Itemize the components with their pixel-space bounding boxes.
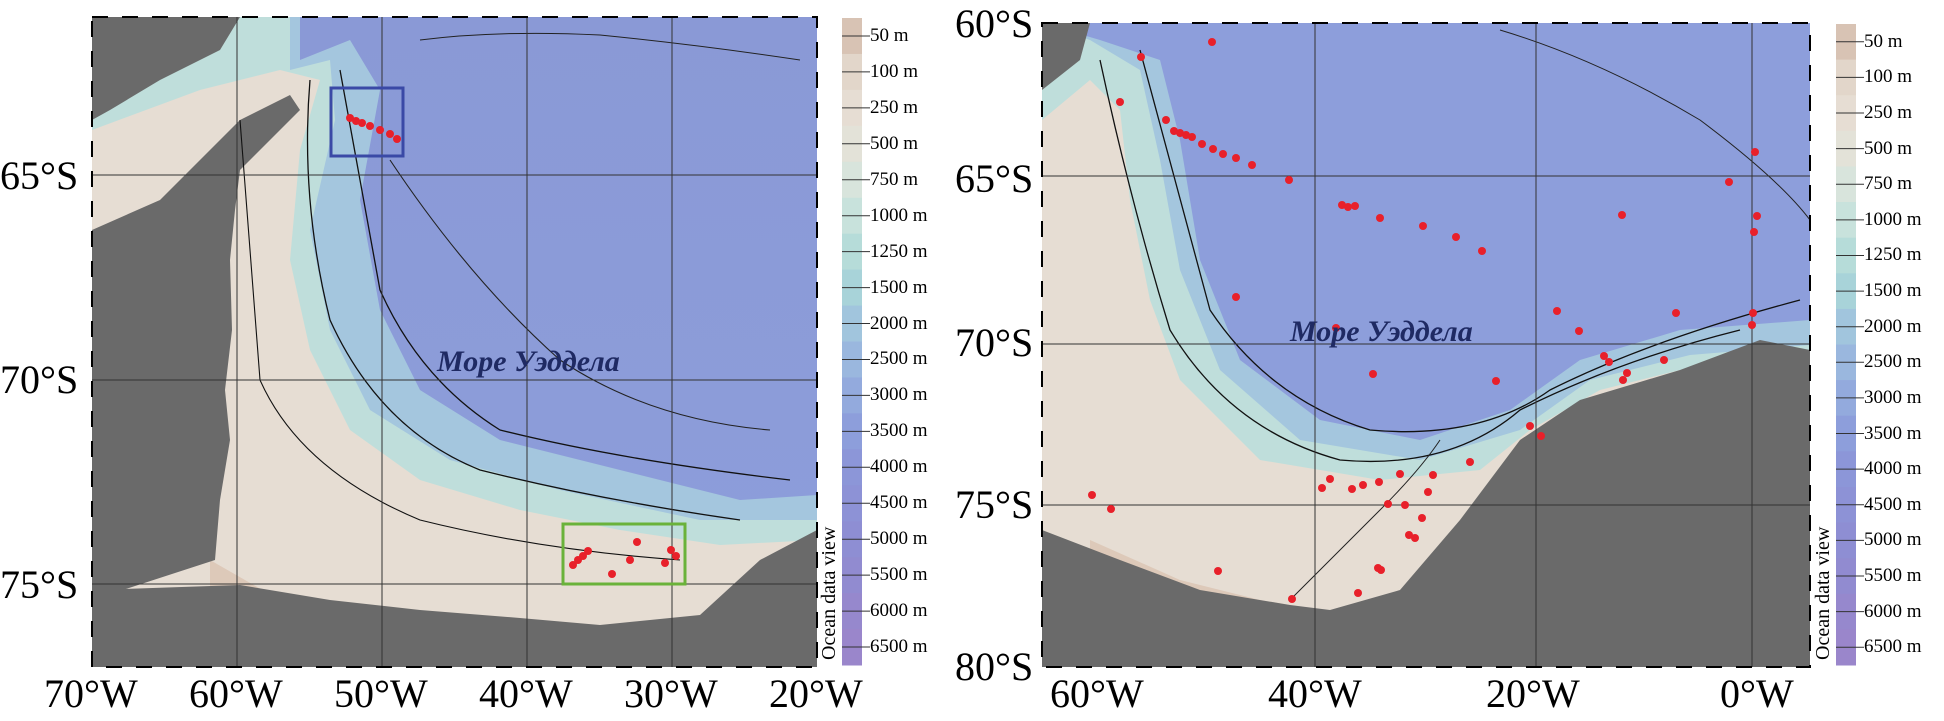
- right-colorbar-label-10: 3000 m: [1864, 386, 1922, 408]
- right-colorbar-label-1: 100 m: [1864, 66, 1913, 88]
- left-colorbar-label-6: 1250 m: [870, 240, 928, 262]
- left-colorbar-label-15: 5500 m: [870, 564, 928, 586]
- right-northern-land: [1042, 23, 1090, 90]
- right-antarctic-land: [1042, 340, 1810, 667]
- right-colorbar-label-2: 250 m: [1864, 102, 1913, 124]
- right-colorbar-label-11: 3500 m: [1864, 422, 1922, 444]
- right-colorbar-label-4: 750 m: [1864, 173, 1913, 195]
- left-colorbar-label-2: 250 m: [870, 96, 919, 118]
- right-colorbar-label-6: 1250 m: [1864, 244, 1922, 266]
- right-colorbar-label-12: 4000 m: [1864, 458, 1922, 480]
- left-lon-label-60w: 60°W: [189, 671, 283, 716]
- left-colorbar-label-8: 2000 m: [870, 312, 928, 334]
- right-colorbar-label-0: 50 m: [1864, 30, 1903, 52]
- right-colorbar-label-3: 500 m: [1864, 137, 1913, 159]
- left-colorbar-label-0: 50 m: [870, 24, 909, 46]
- right-sea-label: Море Уэддела: [1290, 315, 1473, 348]
- left-lat-label-75: 75°S: [0, 562, 79, 607]
- left-sea-label: Море Уэддела: [437, 345, 620, 378]
- right-lat-label-75: 75°S: [955, 482, 1034, 527]
- left-colorbar-label-11: 3500 m: [870, 420, 928, 442]
- right-lat-label-60: 60°S: [955, 1, 1034, 46]
- left-colorbar-label-10: 3000 m: [870, 384, 928, 406]
- left-colorbar: [842, 18, 870, 666]
- left-colorbar-label-4: 750 m: [870, 168, 919, 190]
- right-colorbar-label-9: 2500 m: [1864, 351, 1922, 373]
- left-antarctic-land: [92, 530, 817, 667]
- left-station-markers: [346, 114, 680, 578]
- right-lat-label-80: 80°S: [955, 644, 1034, 689]
- right-lat-label-65: 65°S: [955, 156, 1034, 201]
- left-lon-label-20w: 20°W: [769, 671, 863, 716]
- left-lat-label-70: 70°S: [0, 357, 79, 402]
- left-lat-label-65: 65°S: [0, 153, 79, 198]
- left-colorbar-title: Ocean data view: [818, 526, 840, 660]
- left-colorbar-label-5: 1000 m: [870, 204, 928, 226]
- left-colorbar-label-13: 4500 m: [870, 492, 928, 514]
- right-colorbar-label-5: 1000 m: [1864, 208, 1922, 230]
- right-colorbar-label-14: 5000 m: [1864, 529, 1922, 551]
- southern-study-box: [561, 522, 687, 586]
- left-lon-label-70w: 70°W: [44, 671, 138, 716]
- left-colorbar-label-3: 500 m: [870, 132, 919, 154]
- right-colorbar-label-17: 6500 m: [1864, 636, 1922, 658]
- left-colorbar-label-17: 6500 m: [870, 636, 928, 658]
- left-colorbar-label-14: 5000 m: [870, 528, 928, 550]
- right-lat-label-70: 70°S: [955, 320, 1034, 365]
- right-colorbar-label-8: 2000 m: [1864, 315, 1922, 337]
- left-colorbar-label-7: 1500 m: [870, 276, 928, 298]
- left-northern-coast: [92, 17, 240, 120]
- right-colorbar-label-16: 6000 m: [1864, 600, 1922, 622]
- right-colorbar-title: Ocean data view: [1812, 526, 1834, 660]
- left-antarctic-peninsula: [92, 95, 300, 600]
- northern-study-box: [329, 86, 405, 158]
- left-lon-label-30w: 30°W: [624, 671, 718, 716]
- left-colorbar-label-12: 4000 m: [870, 456, 928, 478]
- right-lon-label-60w: 60°W: [1050, 671, 1144, 716]
- left-colorbar-label-16: 6000 m: [870, 600, 928, 622]
- right-station-markers: [1088, 38, 1761, 603]
- left-lon-label-40w: 40°W: [479, 671, 573, 716]
- left-colorbar-label-1: 100 m: [870, 60, 919, 82]
- right-colorbar-label-15: 5500 m: [1864, 564, 1922, 586]
- left-shelf: [92, 70, 817, 667]
- right-colorbar: [1836, 24, 1864, 666]
- right-colorbar-label-13: 4500 m: [1864, 493, 1922, 515]
- right-lon-label-20w: 20°W: [1486, 671, 1580, 716]
- left-lon-label-50w: 50°W: [334, 671, 428, 716]
- right-lon-label-40w: 40°W: [1268, 671, 1362, 716]
- left-colorbar-label-9: 2500 m: [870, 348, 928, 370]
- right-colorbar-label-7: 1500 m: [1864, 280, 1922, 302]
- right-lon-label-0w: 0°W: [1720, 671, 1794, 716]
